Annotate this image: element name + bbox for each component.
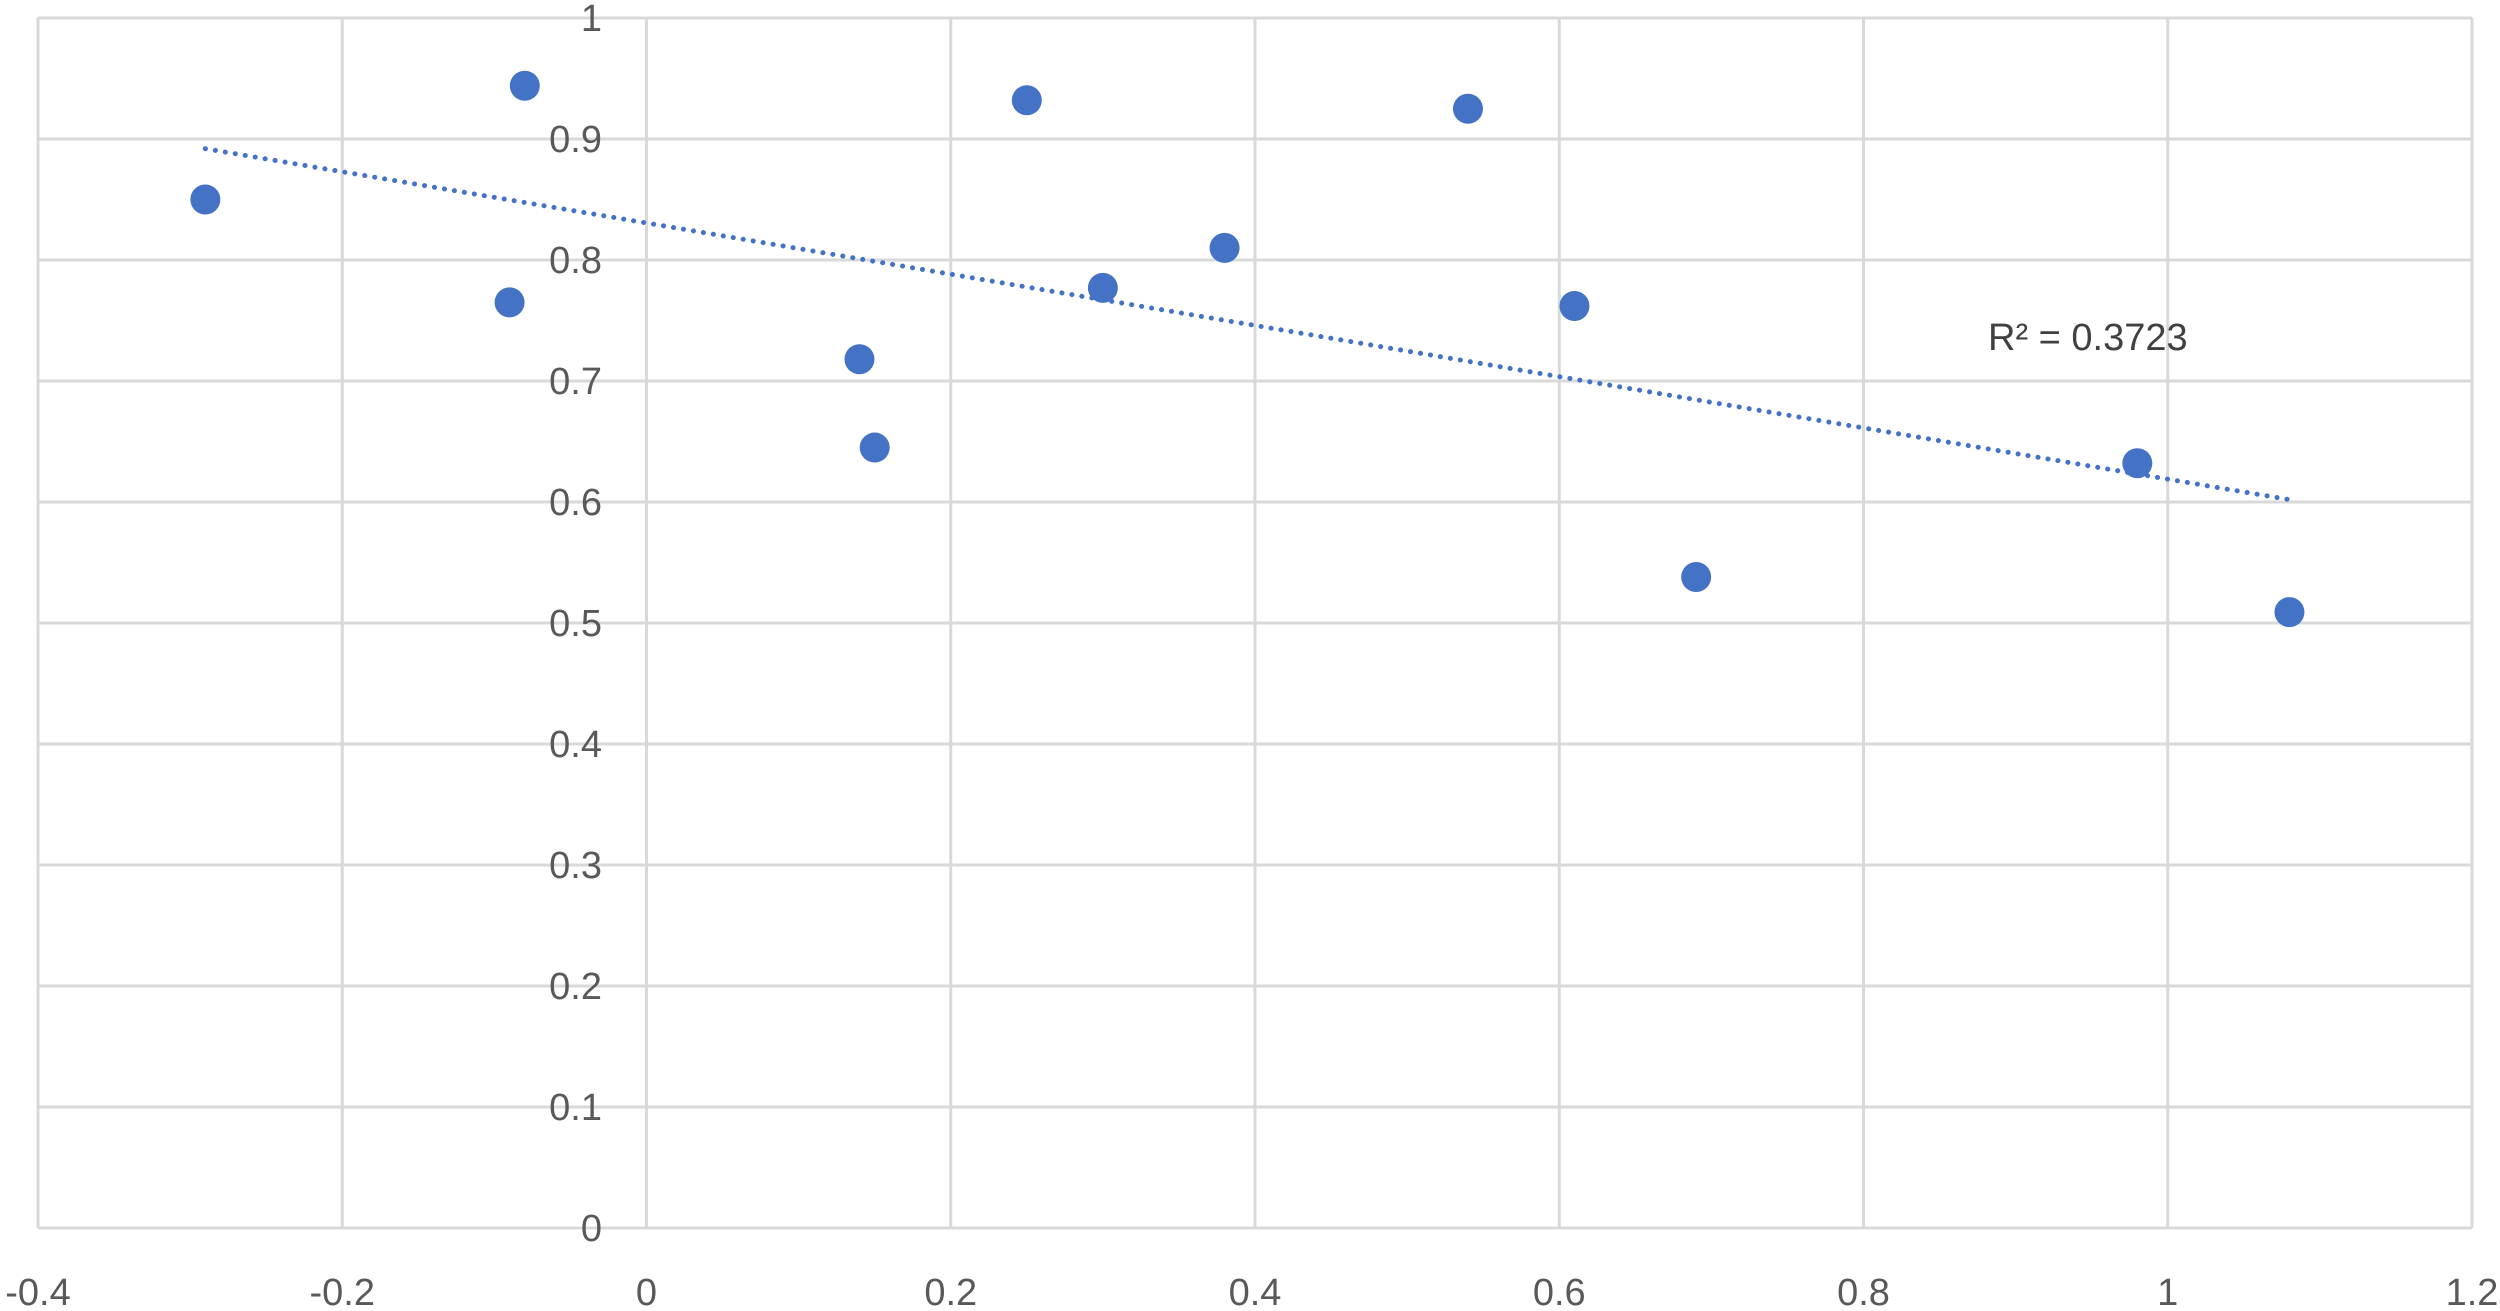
scatter-point bbox=[1452, 93, 1483, 124]
scatter-point bbox=[2274, 597, 2305, 628]
scatter-point bbox=[1011, 85, 1042, 116]
y-axis-tick-labels: 0 0.1 0.2 0.3 0.4 0.5 0.6 0.7 0.8 0.9 1 bbox=[549, 0, 602, 1250]
x-tick-label: 0.2 bbox=[924, 1272, 977, 1311]
x-axis-tick-labels: -0.4 -0.2 0 0.2 0.4 0.6 0.8 1 1.2 bbox=[5, 1272, 2498, 1311]
scatter-point bbox=[1681, 562, 1712, 593]
y-tick-label: 0 bbox=[581, 1208, 602, 1250]
x-tick-label: 0.4 bbox=[1229, 1272, 1282, 1311]
r-squared-label: R² = 0.3723 bbox=[1988, 317, 2188, 359]
trendline bbox=[202, 146, 2292, 503]
scatter-point bbox=[844, 344, 875, 375]
scatter-point bbox=[859, 432, 890, 463]
y-tick-label: 0.6 bbox=[549, 482, 602, 524]
x-tick-label: 0.6 bbox=[1533, 1272, 1586, 1311]
y-tick-label: 0.8 bbox=[549, 240, 602, 282]
y-tick-label: 0.5 bbox=[549, 603, 602, 645]
scatter-point bbox=[1087, 272, 1118, 303]
x-tick-label: 0.8 bbox=[1837, 1272, 1890, 1311]
scatter-point bbox=[509, 70, 540, 101]
y-tick-label: 0.1 bbox=[549, 1087, 602, 1129]
data-points bbox=[190, 70, 2305, 628]
x-tick-label: -0.2 bbox=[310, 1272, 375, 1311]
scatter-point bbox=[1559, 290, 1590, 321]
x-tick-label: 0 bbox=[636, 1272, 657, 1311]
scatter-point bbox=[1209, 232, 1240, 263]
scatter-point bbox=[190, 184, 221, 215]
x-tick-label: 1.2 bbox=[2446, 1272, 2499, 1311]
y-tick-label: 0.2 bbox=[549, 966, 602, 1008]
gridlines bbox=[36, 16, 2474, 1230]
y-tick-label: 1 bbox=[581, 0, 602, 40]
scatter-point bbox=[2122, 448, 2153, 479]
y-tick-label: 0.4 bbox=[549, 724, 602, 766]
scatter-point bbox=[494, 287, 525, 318]
x-tick-label: -0.4 bbox=[5, 1272, 70, 1311]
y-tick-label: 0.3 bbox=[549, 845, 602, 887]
x-tick-label: 1 bbox=[2157, 1272, 2178, 1311]
y-tick-label: 0.7 bbox=[549, 361, 602, 403]
y-tick-label: 0.9 bbox=[549, 119, 602, 161]
